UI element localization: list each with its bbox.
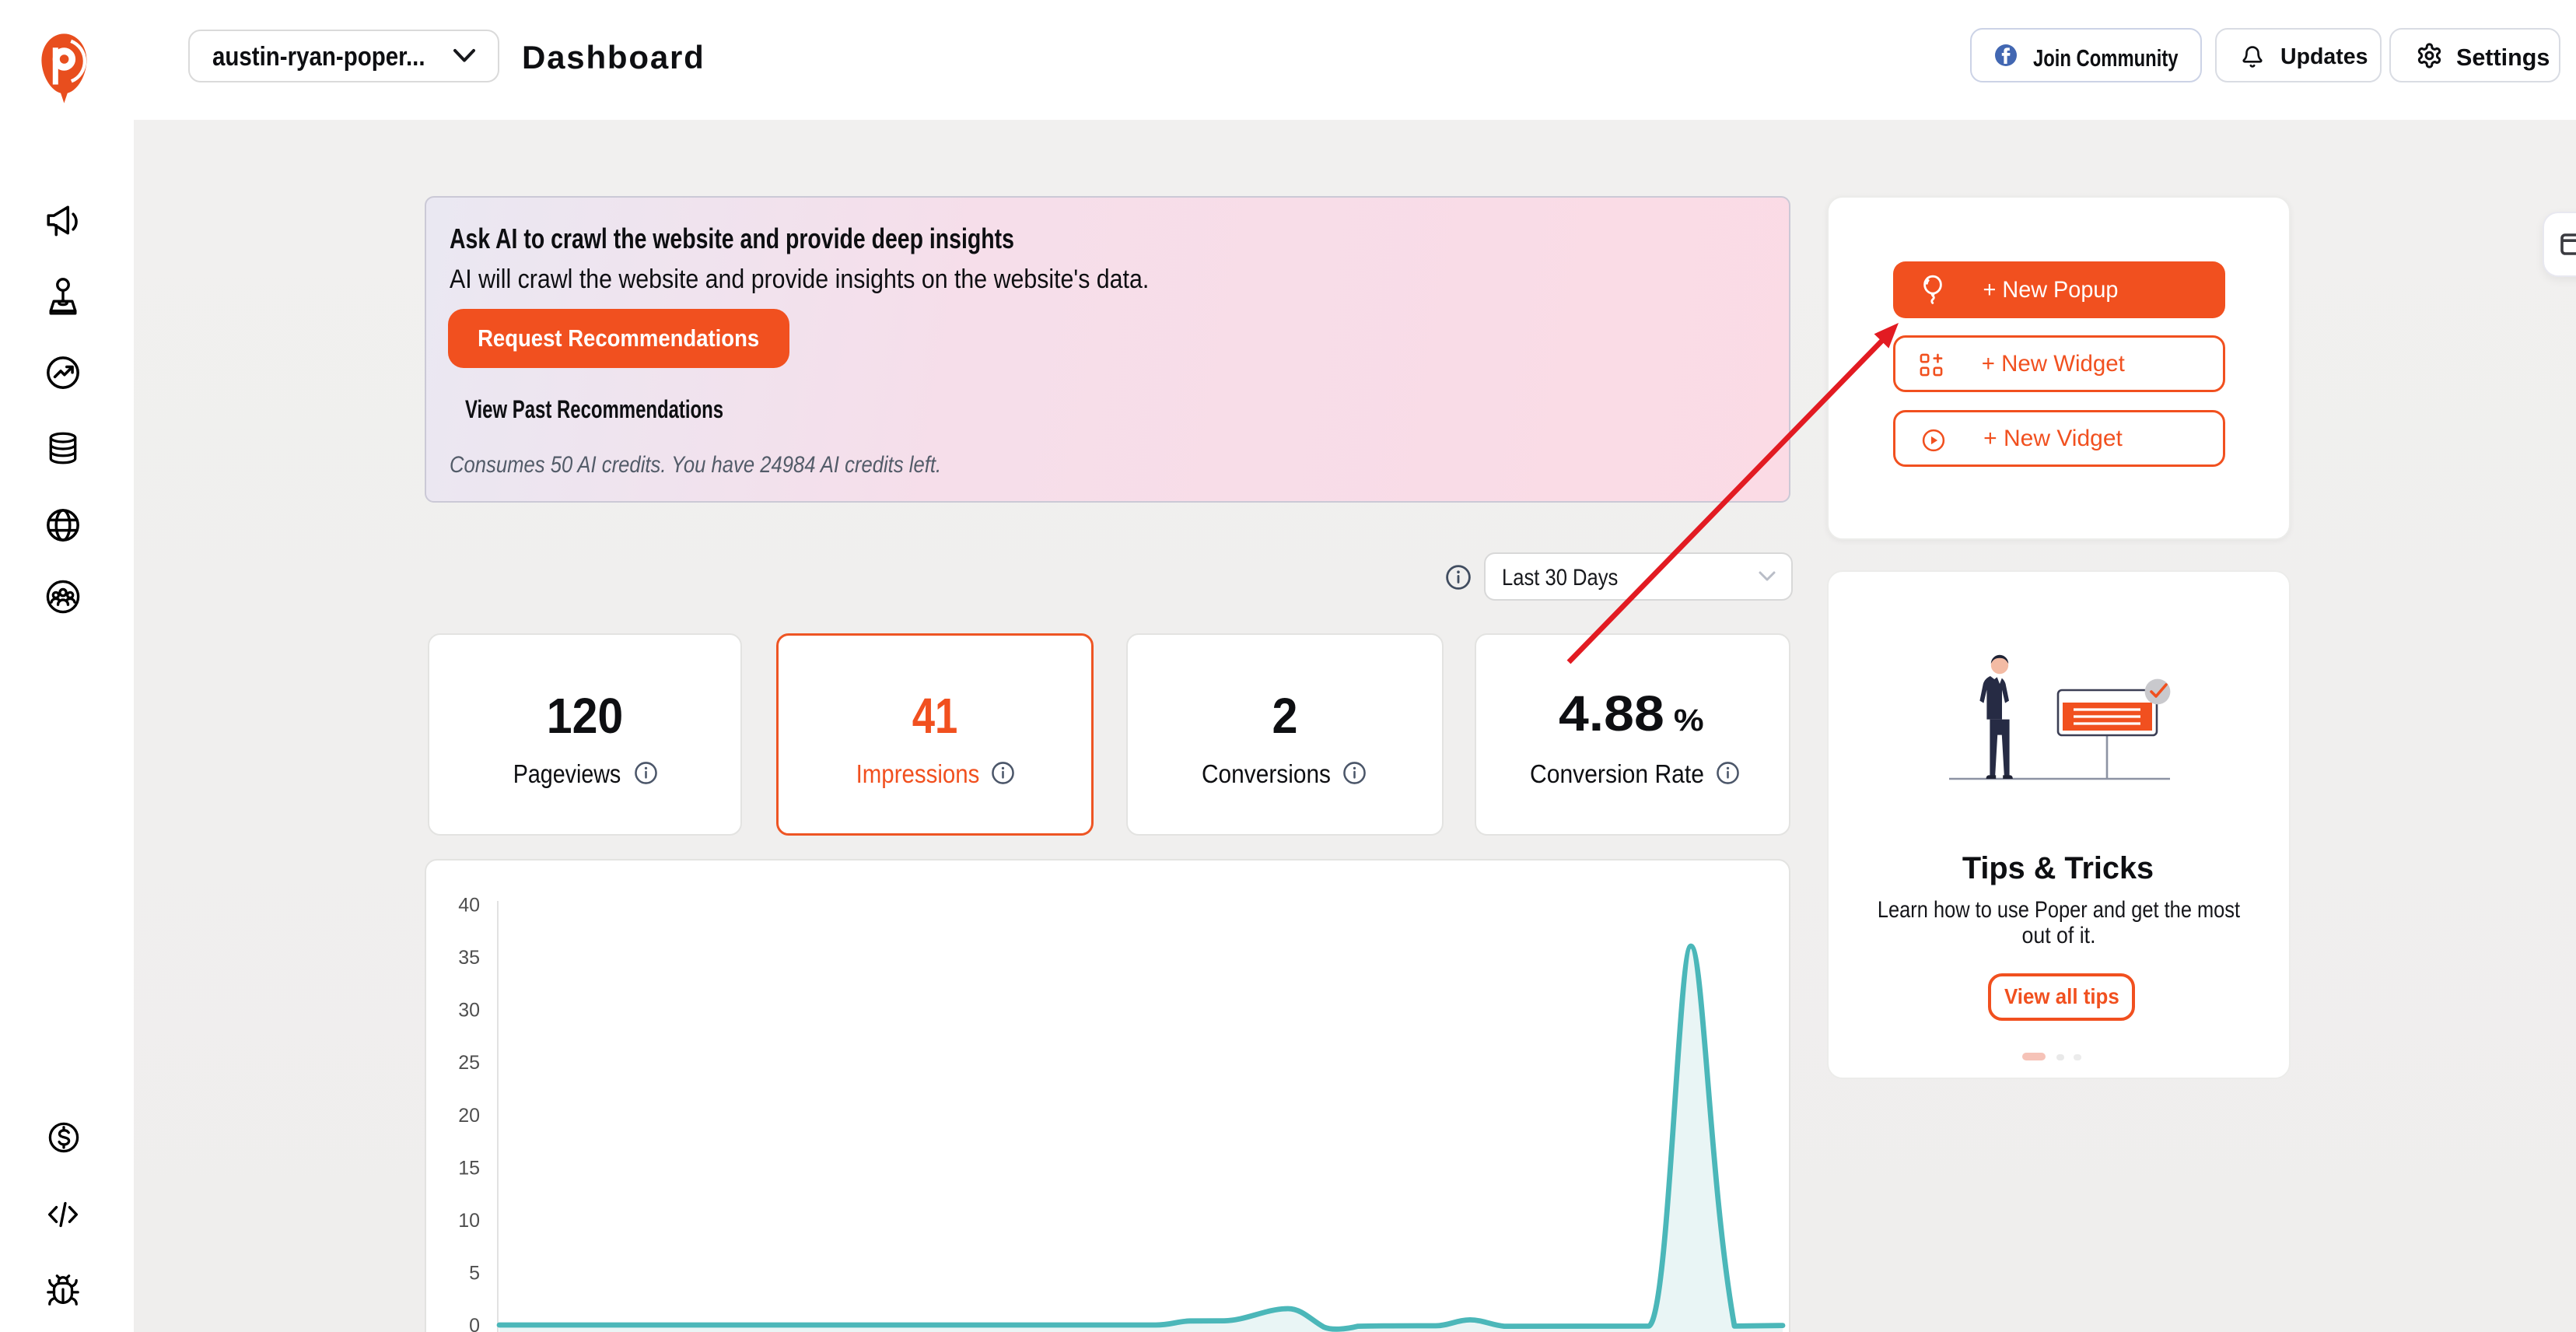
svg-text:25: 25 (458, 1052, 480, 1074)
svg-text:40: 40 (458, 894, 480, 916)
svg-text:30: 30 (458, 1000, 480, 1022)
svg-text:10: 10 (458, 1210, 480, 1232)
svg-text:5: 5 (469, 1263, 480, 1285)
svg-text:20: 20 (458, 1105, 480, 1127)
svg-text:35: 35 (458, 947, 480, 969)
svg-text:0: 0 (469, 1315, 480, 1332)
svg-text:15: 15 (458, 1157, 480, 1179)
